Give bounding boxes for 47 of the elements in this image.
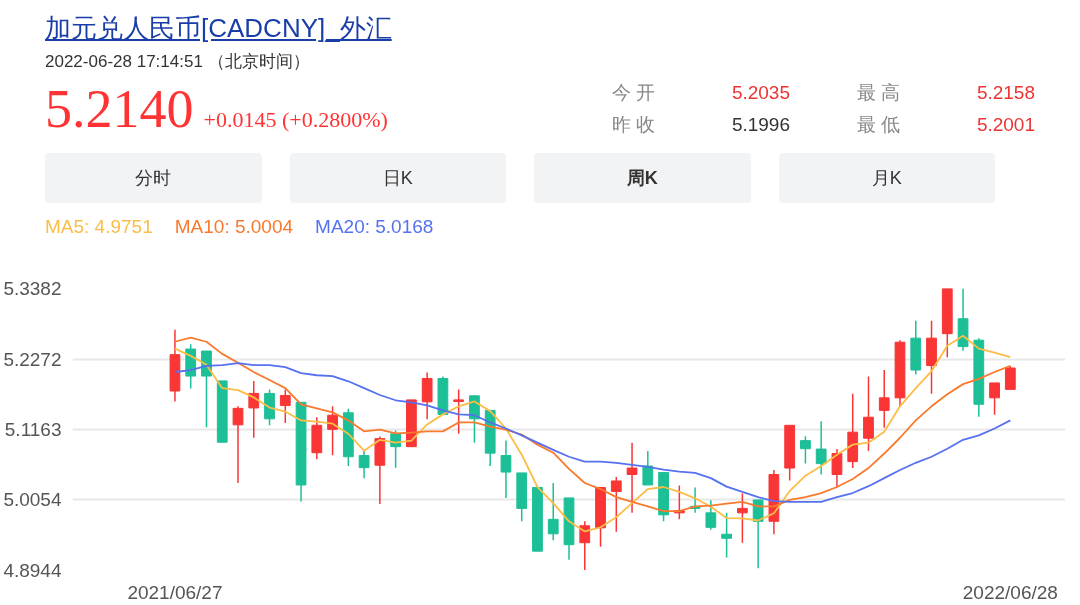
text: 今 开 — [611, 81, 657, 105]
text: 分时 — [45, 153, 262, 203]
candlestick — [721, 512, 733, 559]
candlestick — [547, 482, 559, 541]
candlestick — [642, 450, 654, 486]
y-tick-label: 5.2272 — [3, 348, 62, 370]
y-tick-label: 4.8944 — [3, 560, 62, 581]
text: MA5: 4.9751 — [45, 215, 153, 239]
candlestick — [705, 499, 717, 531]
candlestick — [453, 388, 465, 435]
candlestick — [500, 439, 512, 499]
candlestick — [831, 448, 843, 489]
text: 2022-06-28 17:14:51 （北京时间） — [45, 51, 311, 73]
x-tick-label: 2022/06/28 — [962, 581, 1058, 603]
text: 5.2035 — [731, 81, 791, 105]
text: 最 高 — [856, 81, 902, 105]
x-tick-label: 2021/06/27 — [127, 581, 223, 603]
text: 周K — [534, 153, 751, 203]
candlestick — [579, 520, 591, 571]
y-tick-label: 5.1163 — [4, 419, 62, 440]
text: MA20: 5.0168 — [315, 215, 434, 239]
text: 5.2158 — [976, 81, 1035, 105]
candlestick — [232, 405, 244, 484]
text: 5.1996 — [731, 113, 791, 137]
text: MA10: 5.0004 — [174, 215, 294, 239]
candlestick — [736, 492, 748, 544]
candlestick — [800, 435, 811, 465]
text: 5.2140 — [45, 79, 194, 139]
candlestick — [815, 420, 827, 476]
text: 昨 收 — [611, 113, 657, 137]
chart-title: 加元兑人民币[CADCNY]_外汇 — [45, 12, 393, 45]
candlestick — [279, 388, 291, 424]
candlestick — [421, 371, 433, 420]
text: +0.0145 (+0.2800%) — [203, 107, 388, 132]
candlestick — [626, 441, 638, 514]
text: 5.2001 — [976, 113, 1035, 137]
candlestick — [248, 380, 260, 439]
candlestick — [989, 382, 1000, 416]
text: 最 低 — [856, 113, 902, 137]
y-tick-label: 5.3382 — [3, 278, 62, 299]
text: 日K — [289, 153, 506, 203]
text: 月K — [778, 153, 995, 203]
y-tick-label: 5.0054 — [3, 489, 62, 511]
candlestick — [358, 449, 370, 479]
candlestick — [878, 369, 890, 429]
candlestick — [610, 476, 622, 533]
candlestick — [863, 375, 874, 452]
